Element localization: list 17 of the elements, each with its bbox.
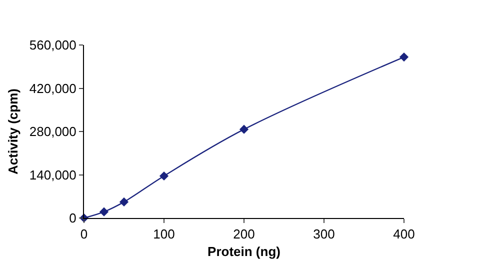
point <box>119 197 129 206</box>
y-tick-label: 280,000 <box>29 124 76 140</box>
x-tick-label: 100 <box>153 226 175 242</box>
point <box>399 52 409 62</box>
y-tick-label: 0 <box>69 210 76 226</box>
x-tick-label: 400 <box>393 226 415 242</box>
x-tick-label: 200 <box>233 226 255 242</box>
y-tick-label: 560,000 <box>29 38 76 53</box>
x-tick-label: 0 <box>80 226 88 242</box>
y-tick-label: 420,000 <box>29 80 76 96</box>
y-axis-title: Activity (cpm) <box>5 88 20 174</box>
point <box>239 124 249 134</box>
point <box>99 207 109 216</box>
point <box>159 171 169 181</box>
x-axis-title: Protein (ng) <box>208 244 280 260</box>
y-tick-label: 140,000 <box>29 167 76 182</box>
x-tick-label: 300 <box>313 226 335 242</box>
